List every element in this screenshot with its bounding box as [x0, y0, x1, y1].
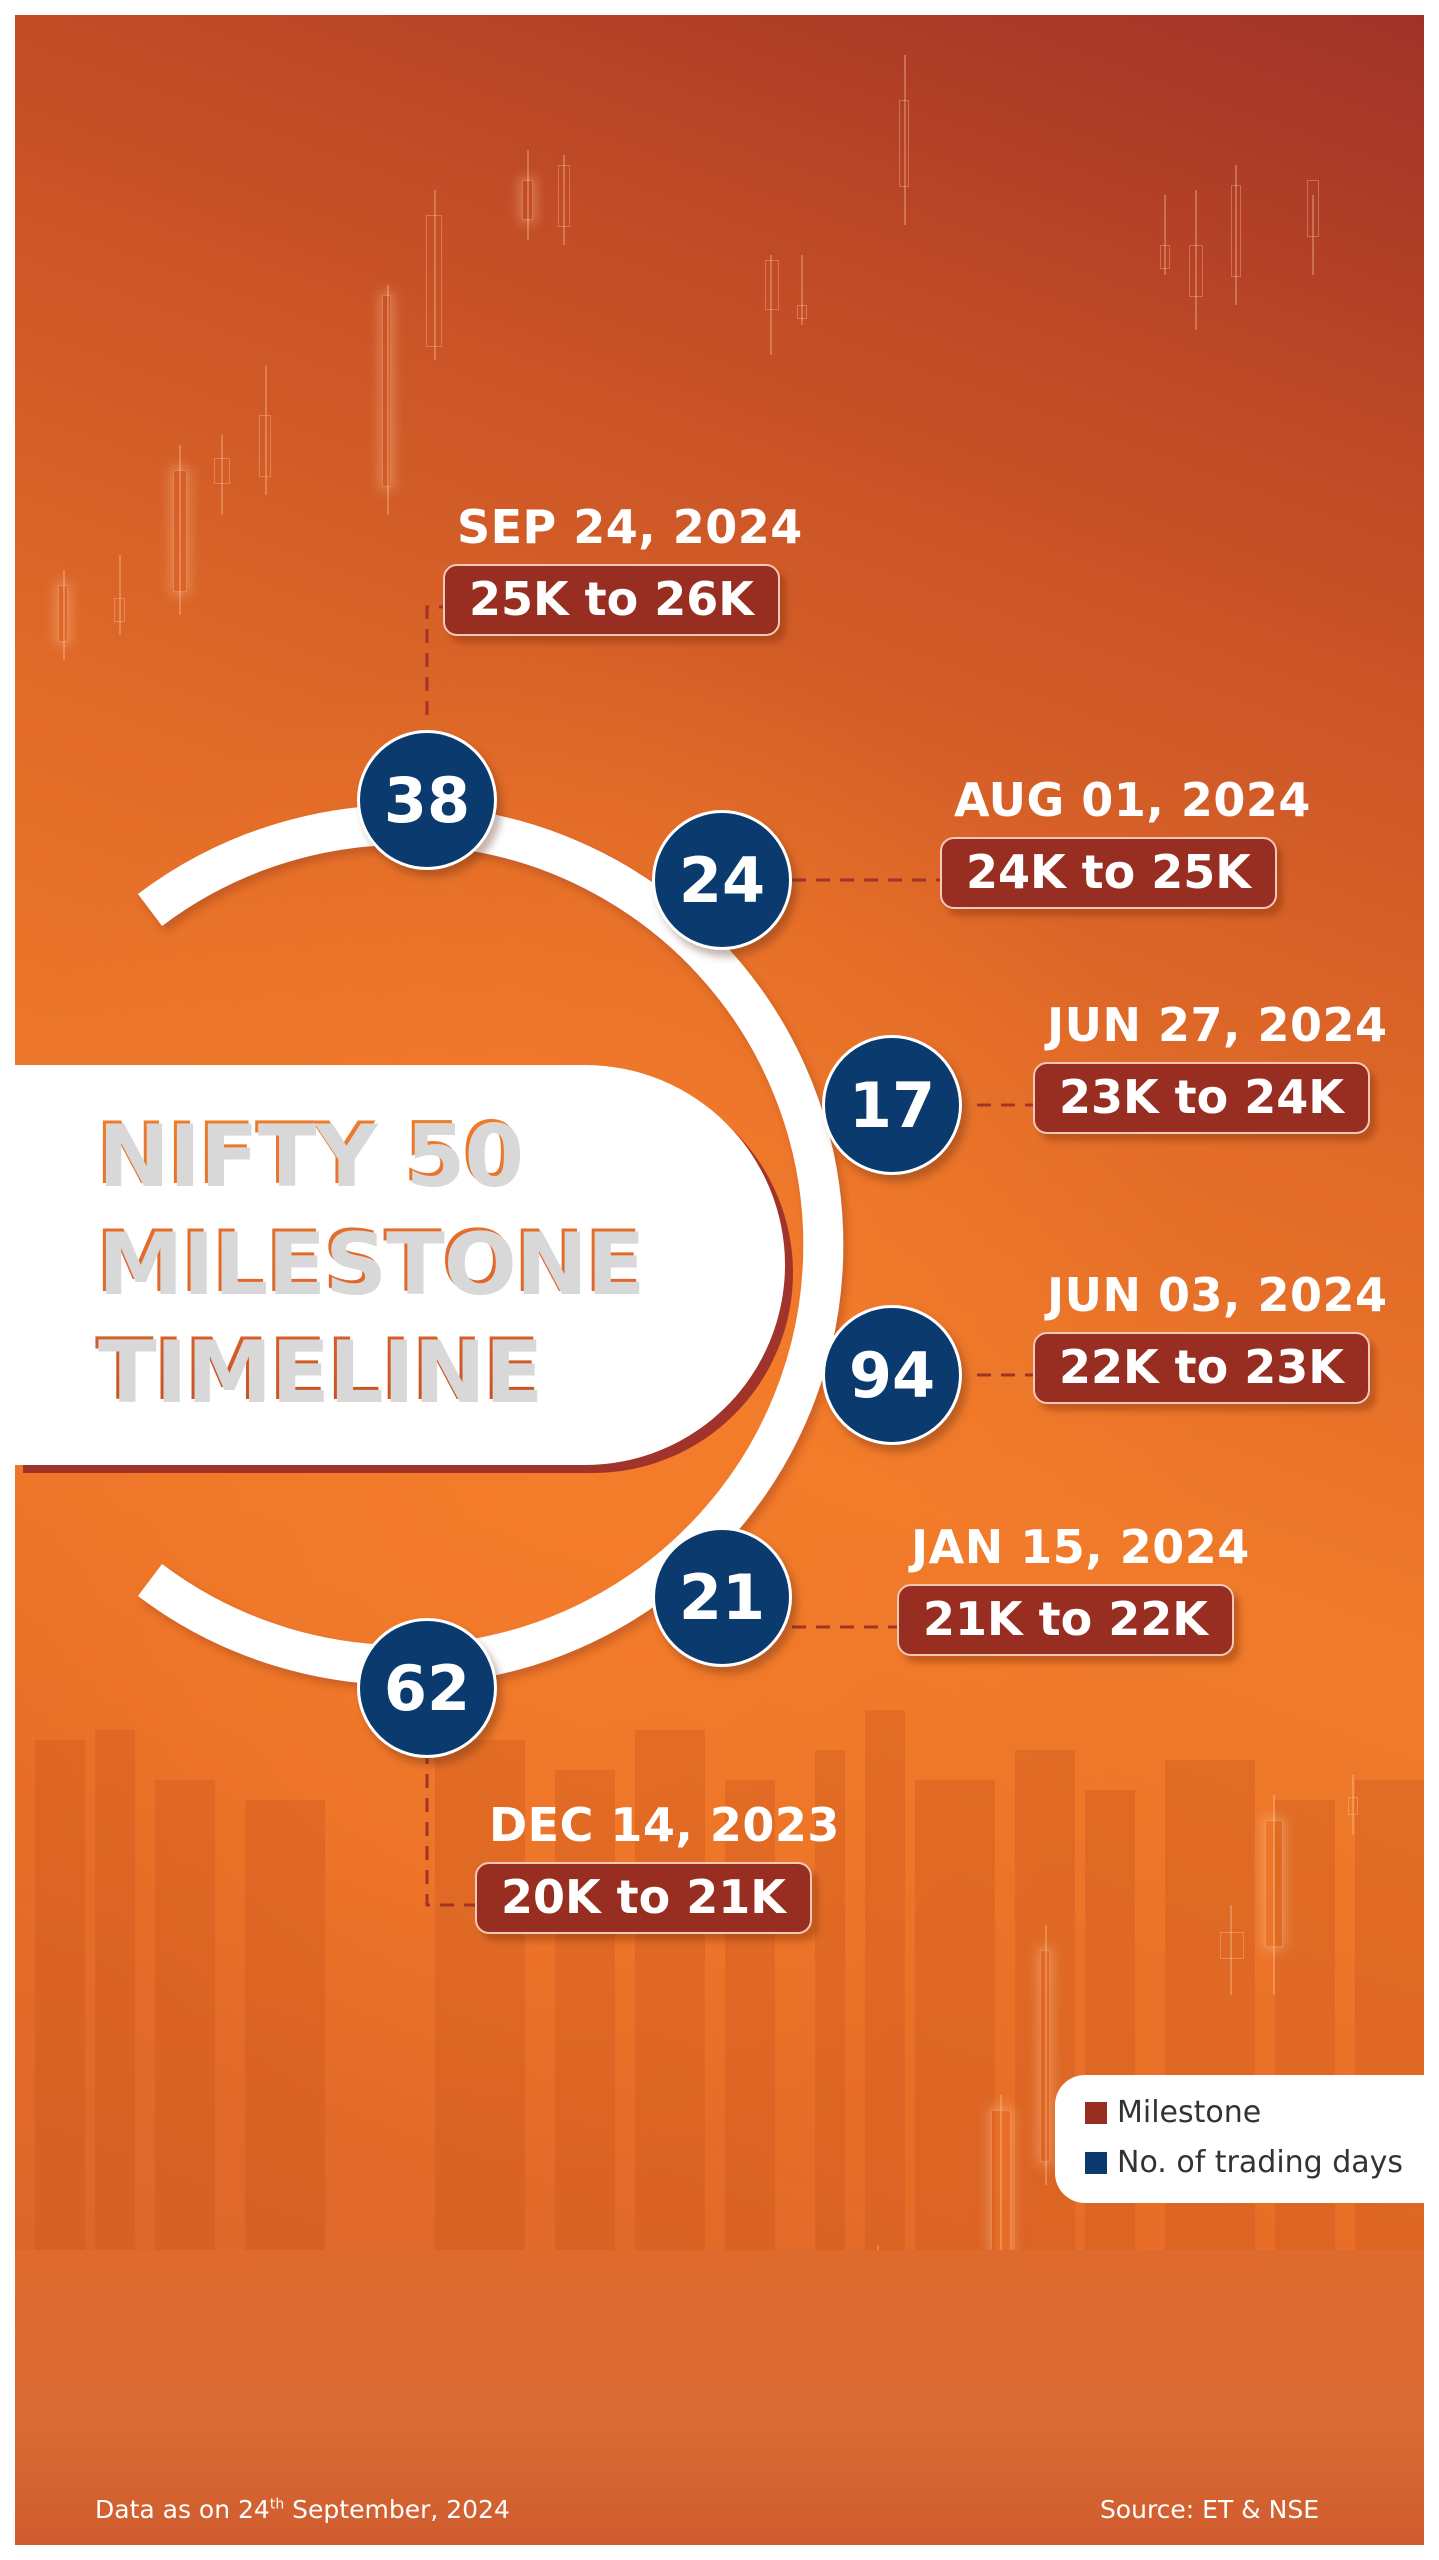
trading-days-badge: 62	[357, 1618, 497, 1758]
milestone-range: 20K to 21K	[475, 1862, 812, 1934]
milestone-dec-2023: DEC 14, 2023 20K to 21K	[475, 1798, 840, 1934]
milestone-date: JUN 27, 2024	[1047, 998, 1388, 1052]
milestone-sep-2024: SEP 24, 2024 25K to 26K	[443, 500, 803, 636]
legend-label: No. of trading days	[1117, 2145, 1404, 2180]
data-as-on-note: Data as on 24th September, 2024	[95, 2495, 510, 2524]
milestone-range: 25K to 26K	[443, 564, 780, 636]
trading-days-swatch-icon	[1085, 2151, 1107, 2174]
milestone-range: 23K to 24K	[1033, 1062, 1370, 1134]
legend-item-milestone: Milestone	[1085, 2095, 1261, 2130]
milestone-range: 22K to 23K	[1033, 1332, 1370, 1404]
trading-days-badge: 17	[822, 1035, 962, 1175]
trading-days-badge: 24	[652, 810, 792, 950]
legend: Milestone No. of trading days	[1055, 2075, 1424, 2203]
milestone-date: DEC 14, 2023	[489, 1798, 840, 1852]
footer-band	[15, 2250, 1424, 2545]
data-as-on-sup: th	[269, 2496, 285, 2513]
milestone-date: JAN 15, 2024	[911, 1520, 1250, 1574]
milestone-range: 21K to 22K	[897, 1584, 1234, 1656]
source-note: Source: ET & NSE	[1099, 2495, 1319, 2524]
trading-days-badge: 94	[822, 1305, 962, 1445]
legend-item-trading-days: No. of trading days	[1085, 2145, 1403, 2180]
milestone-swatch-icon	[1085, 2101, 1107, 2124]
milestone-date: JUN 03, 2024	[1047, 1268, 1388, 1322]
milestone-date: AUG 01, 2024	[954, 773, 1311, 827]
connectors	[425, 605, 1033, 1907]
title-banner	[15, 1065, 785, 1465]
title-line-1: NIFTY 50	[95, 1104, 521, 1204]
legend-label: Milestone	[1117, 2095, 1262, 2130]
trading-days-badge: 21	[652, 1527, 792, 1667]
milestone-aug-2024: AUG 01, 2024 24K to 25K	[940, 773, 1311, 909]
title-line-2: MILESTONE	[95, 1212, 643, 1312]
page-title: NIFTY 50 MILESTONE TIMELINE	[95, 1100, 643, 1424]
milestone-jun27-2024: JUN 27, 2024 23K to 24K	[1033, 998, 1388, 1134]
data-as-on-prefix: Data as on 24	[95, 2495, 270, 2524]
data-as-on-suffix: September, 2024	[284, 2495, 510, 2524]
milestone-jun03-2024: JUN 03, 2024 22K to 23K	[1033, 1268, 1388, 1404]
milestone-range: 24K to 25K	[940, 837, 1277, 909]
milestone-date: SEP 24, 2024	[457, 500, 803, 554]
infographic-canvas: NIFTY 50 MILESTONE TIMELINE 38 24 17 94 …	[15, 15, 1424, 2545]
trading-days-badge: 38	[357, 730, 497, 870]
milestone-jan-2024: JAN 15, 2024 21K to 22K	[897, 1520, 1250, 1656]
title-line-3: TIMELINE	[95, 1320, 541, 1420]
